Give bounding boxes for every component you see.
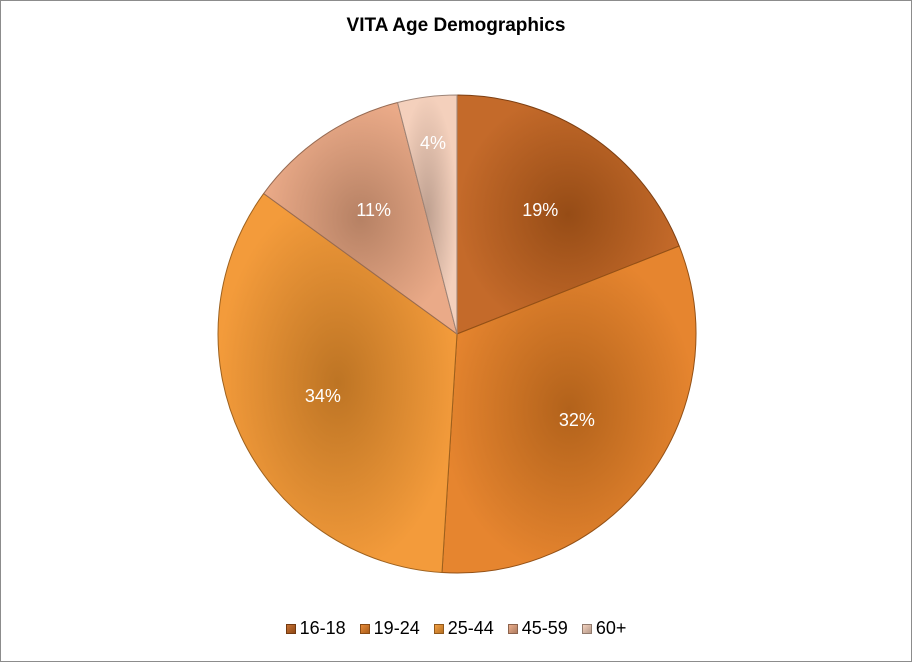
pie-slice-60+: [396, 94, 458, 335]
pie-slice-25-44: [217, 192, 458, 574]
data-label-16-18: 19%: [522, 200, 558, 220]
legend-swatch-60+: [581, 623, 592, 634]
chart-title: VITA Age Demographics: [346, 15, 566, 36]
legend-item-19-24: 19-24: [359, 618, 420, 639]
pie-slice-45-59: [262, 101, 458, 336]
legend-label-25-44: 25-44: [447, 618, 494, 638]
data-label-25-44: 34%: [305, 386, 341, 406]
legend-swatch-16-18: [285, 623, 296, 634]
legend-swatch-19-24: [359, 623, 370, 634]
legend-swatch-45-59: [507, 623, 518, 634]
pie-slice-16-18: [456, 94, 680, 335]
pie-slices: [217, 94, 697, 574]
legend-item-45-59: 45-59: [507, 618, 568, 639]
legend: 16-18 19-24 25-44 45-59 60+: [1, 618, 911, 639]
legend-item-60+: 60+: [581, 618, 627, 639]
legend-swatch-25-44: [433, 623, 444, 634]
pie-slice-19-24: [441, 245, 697, 574]
legend-item-16-18: 16-18: [285, 618, 346, 639]
legend-item-25-44: 25-44: [433, 618, 494, 639]
legend-label-45-59: 45-59: [521, 618, 568, 638]
legend-label-19-24: 19-24: [373, 618, 420, 638]
data-label-19-24: 32%: [559, 410, 595, 430]
legend-label-60+: 60+: [595, 618, 627, 638]
data-label-45-59: 11%: [356, 200, 391, 220]
legend-label-16-18: 16-18: [299, 618, 346, 638]
pie-labels: 19% 32% 34% 11% 4%: [305, 133, 595, 430]
data-label-60+: 4%: [420, 133, 446, 153]
